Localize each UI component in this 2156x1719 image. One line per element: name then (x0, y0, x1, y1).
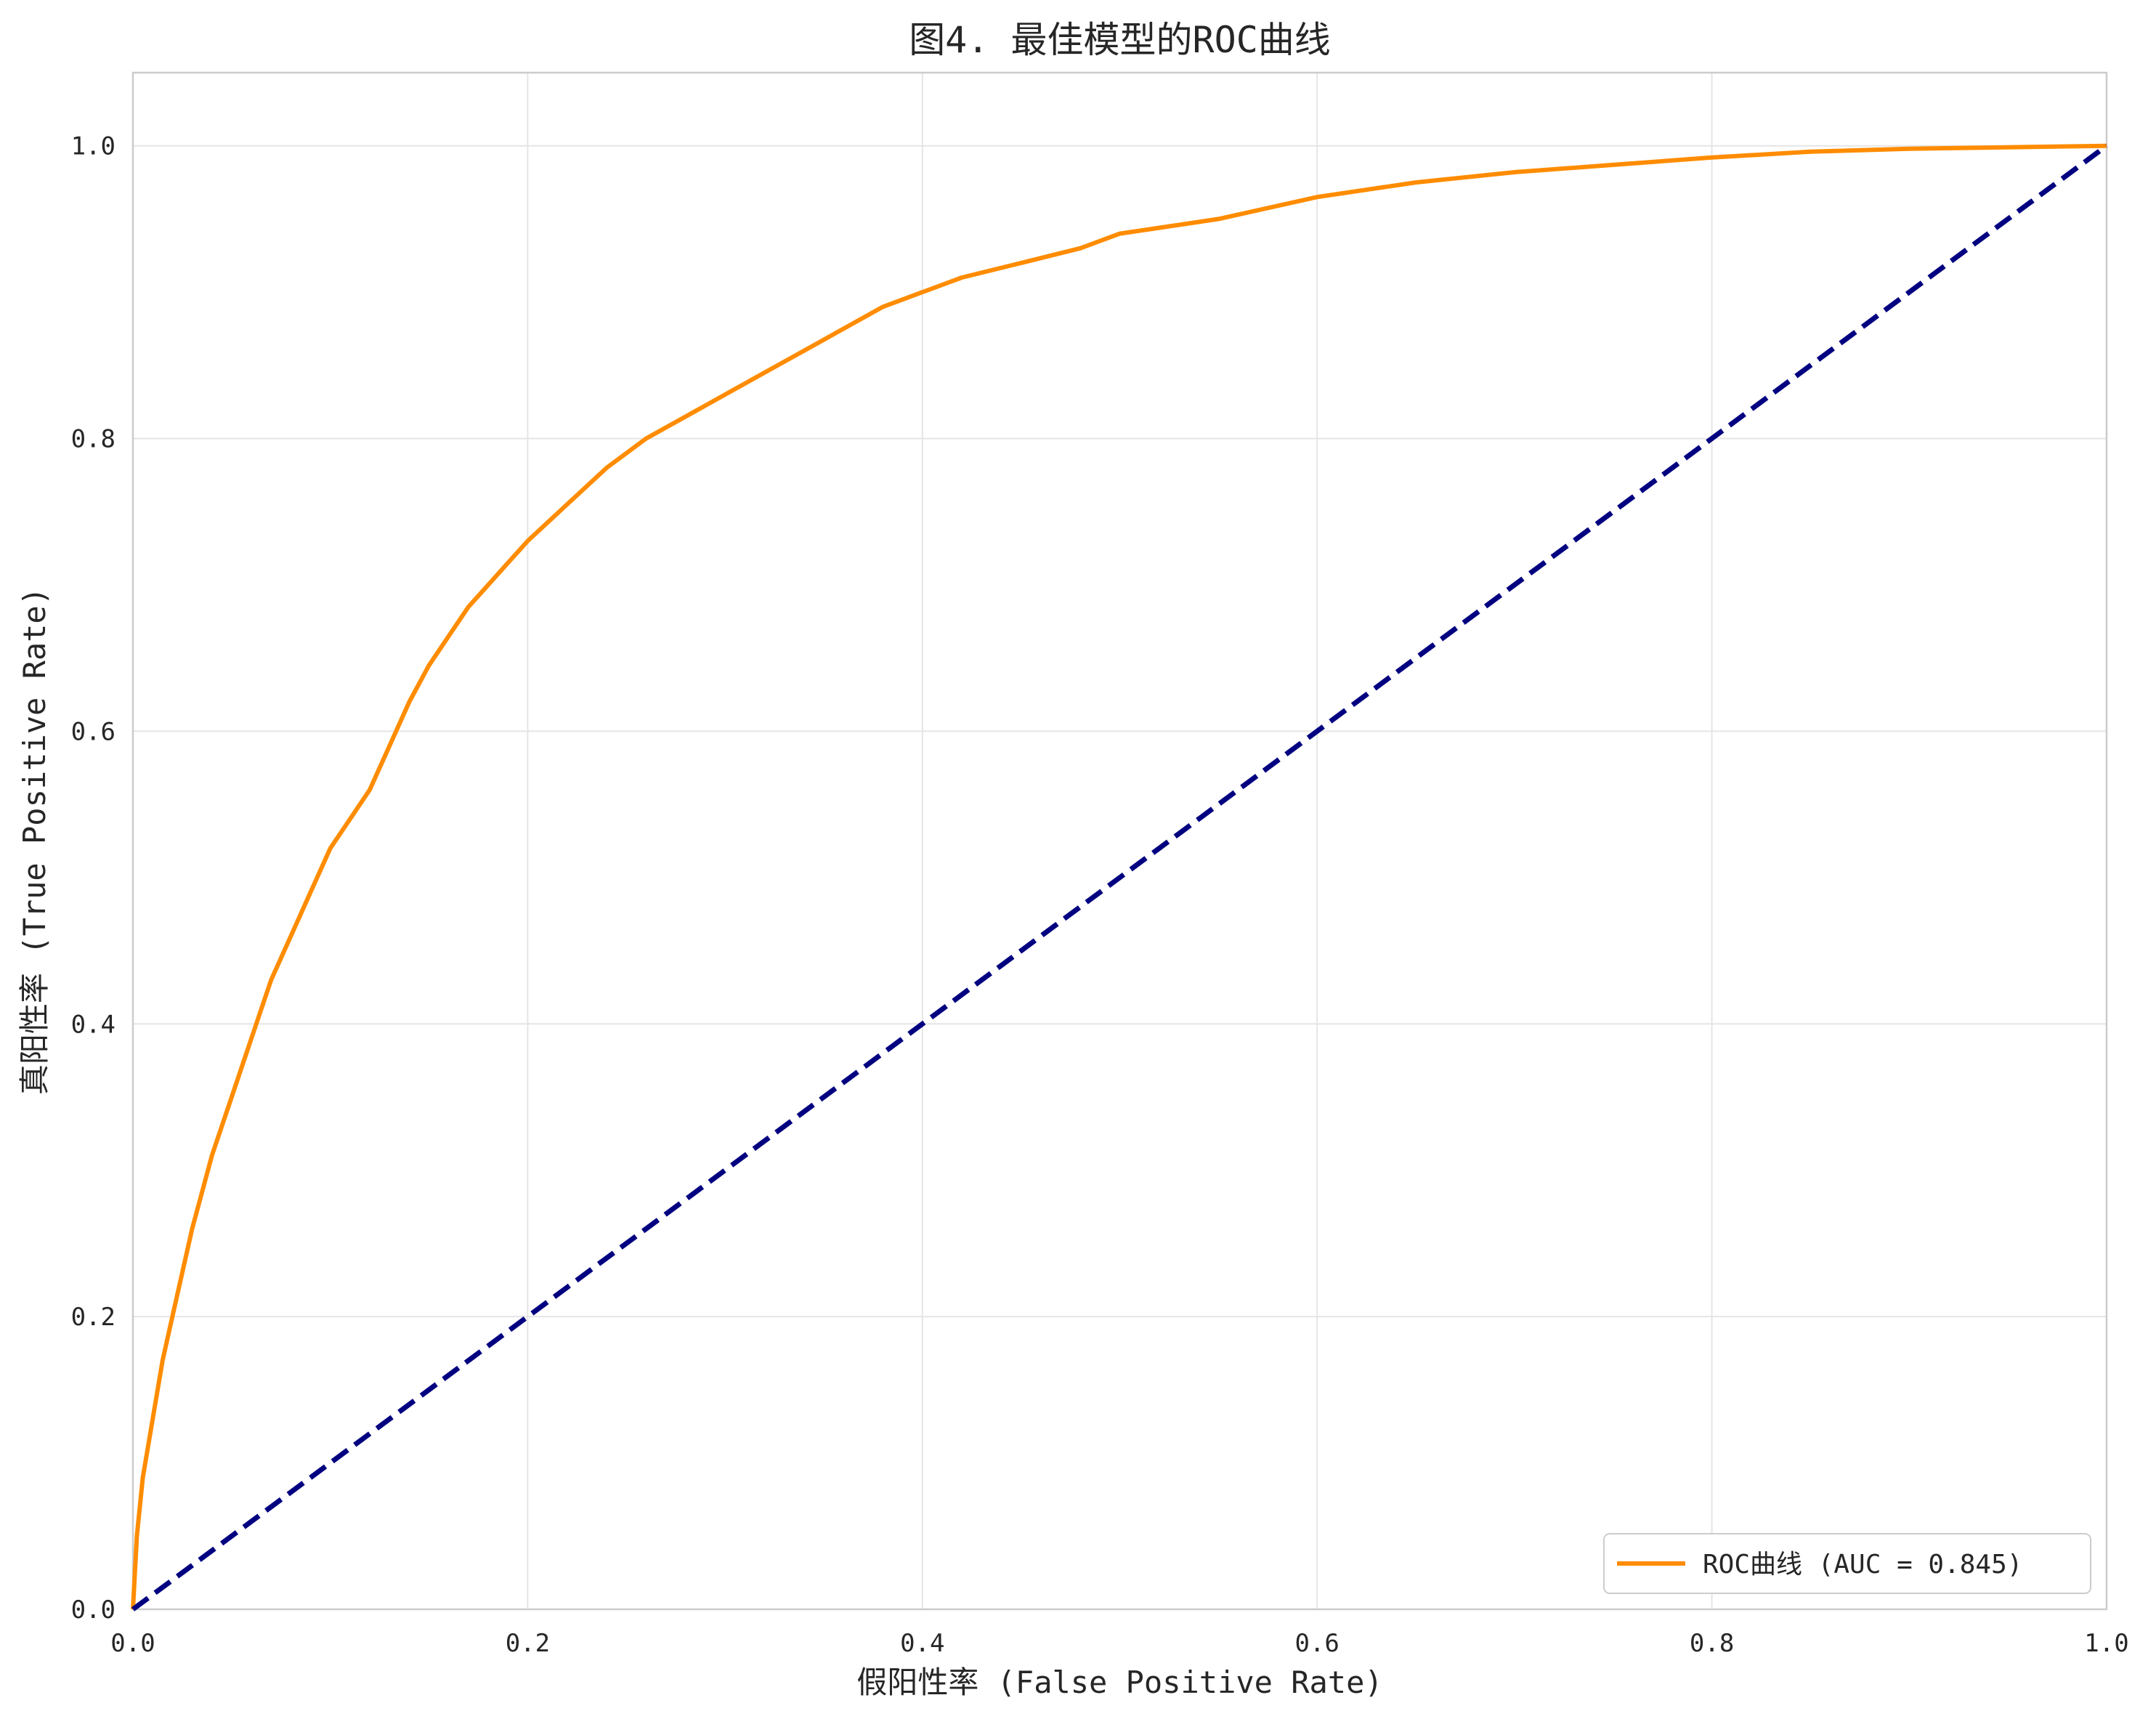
random-baseline-line (131, 143, 2109, 1611)
legend-label-roc: ROC曲线 (AUC = 0.845) (1703, 1550, 2022, 1580)
y-tick-label: 0.2 (71, 1303, 115, 1332)
roc-curve-line (131, 143, 2107, 1610)
series-layer (131, 143, 2109, 1611)
chart-title: 图4. 最佳模型的ROC曲线 (909, 19, 1331, 61)
x-tick-label: 1.0 (2084, 1629, 2128, 1658)
x-tick-label: 0.6 (1294, 1629, 1339, 1658)
y-tick-label: 0.8 (71, 425, 115, 454)
y-tick-label: 0.4 (71, 1010, 115, 1039)
grid (132, 73, 2107, 1610)
y-tick-label: 1.0 (71, 132, 115, 161)
y-axis-ticks: 0.0 0.2 0.4 0.6 0.8 1.0 (71, 132, 115, 1625)
plot-frame (131, 71, 2108, 1611)
legend: ROC曲线 (AUC = 0.845) (1603, 1533, 2091, 1594)
legend-box (1603, 1533, 2091, 1594)
x-tick-label: 0.8 (1690, 1629, 1734, 1658)
x-axis-ticks: 0.0 0.2 0.4 0.6 0.8 1.0 (110, 1629, 2128, 1658)
y-axis-label: 真阳性率 (True Positive Rate) (17, 587, 52, 1095)
y-tick-label: 0.0 (71, 1595, 115, 1625)
y-tick-label: 0.6 (71, 717, 115, 746)
x-tick-label: 0.0 (110, 1629, 155, 1658)
x-tick-label: 0.4 (900, 1629, 944, 1658)
x-tick-label: 0.2 (506, 1629, 550, 1658)
x-axis-label: 假阳性率 (False Positive Rate) (856, 1665, 1382, 1700)
